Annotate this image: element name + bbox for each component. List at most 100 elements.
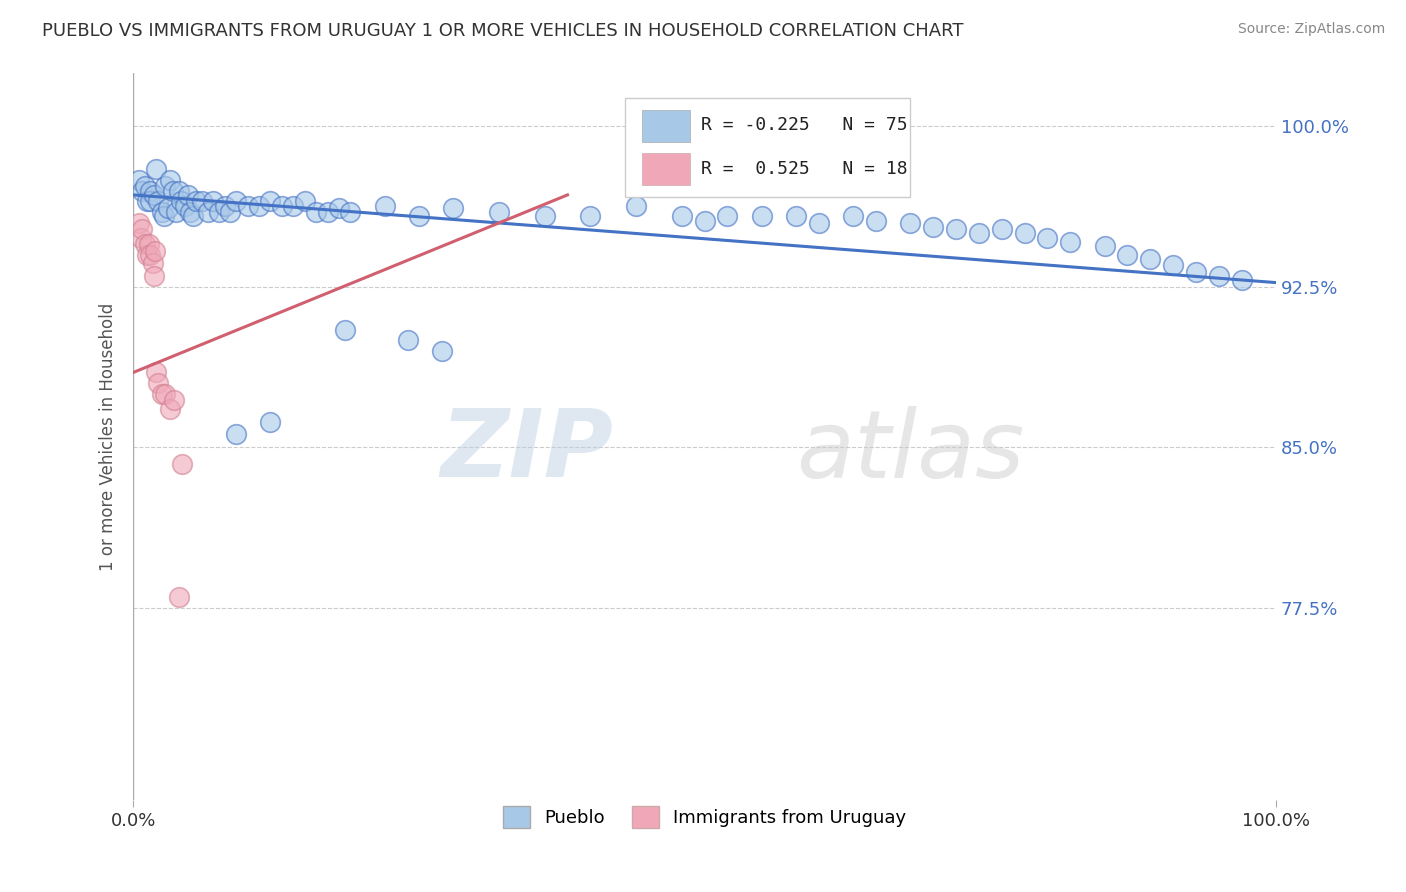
Text: R = -0.225   N = 75: R = -0.225 N = 75 xyxy=(702,116,908,135)
Point xyxy=(716,209,738,223)
Point xyxy=(624,198,647,212)
Point xyxy=(208,205,231,219)
Point xyxy=(172,458,194,472)
Point xyxy=(990,222,1012,236)
Point xyxy=(167,590,190,604)
Point xyxy=(128,173,150,187)
Point xyxy=(136,194,159,209)
Point xyxy=(197,205,219,219)
Point xyxy=(294,194,316,209)
Point xyxy=(1059,235,1081,249)
Legend: Pueblo, Immigrants from Uruguay: Pueblo, Immigrants from Uruguay xyxy=(495,798,914,835)
Point xyxy=(143,244,166,258)
Point xyxy=(1161,259,1184,273)
FancyBboxPatch shape xyxy=(641,110,690,142)
Point xyxy=(177,187,200,202)
Point xyxy=(1094,239,1116,253)
Point xyxy=(139,248,162,262)
Point xyxy=(150,387,173,401)
Point xyxy=(259,194,281,209)
Point xyxy=(136,248,159,262)
Point xyxy=(1116,248,1139,262)
Point xyxy=(225,194,247,209)
Point xyxy=(305,205,328,219)
Point xyxy=(131,184,153,198)
Point xyxy=(155,387,177,401)
Point xyxy=(145,162,167,177)
Point xyxy=(807,216,830,230)
Point xyxy=(1208,269,1230,284)
Point xyxy=(170,194,193,209)
Point xyxy=(693,213,716,227)
Point xyxy=(1036,230,1059,244)
Point xyxy=(167,184,190,198)
Point xyxy=(181,209,204,223)
Point xyxy=(163,393,186,408)
Point xyxy=(225,427,247,442)
Point xyxy=(865,213,887,227)
Point xyxy=(898,216,921,230)
Point xyxy=(142,269,165,284)
Point xyxy=(339,205,361,219)
Point xyxy=(579,209,602,223)
Point xyxy=(408,209,430,223)
Point xyxy=(283,198,305,212)
Point xyxy=(214,198,236,212)
Point xyxy=(191,194,214,209)
Point xyxy=(751,209,773,223)
Point xyxy=(148,194,170,209)
Point xyxy=(153,209,176,223)
Point xyxy=(186,194,208,209)
Point xyxy=(236,198,259,212)
Point xyxy=(165,205,187,219)
Point xyxy=(202,194,225,209)
Point xyxy=(533,209,555,223)
Point xyxy=(139,194,162,209)
Point xyxy=(922,219,945,234)
Point xyxy=(333,323,356,337)
Point xyxy=(945,222,967,236)
Text: Source: ZipAtlas.com: Source: ZipAtlas.com xyxy=(1237,22,1385,37)
Point xyxy=(139,184,162,198)
Text: R =  0.525   N = 18: R = 0.525 N = 18 xyxy=(702,160,908,178)
Point xyxy=(173,198,195,212)
FancyBboxPatch shape xyxy=(624,98,910,196)
Point xyxy=(1014,227,1036,241)
Point xyxy=(159,401,181,416)
Point xyxy=(1185,265,1208,279)
Point xyxy=(150,205,173,219)
Point xyxy=(1230,273,1253,287)
Point xyxy=(259,415,281,429)
Point xyxy=(179,205,201,219)
Point xyxy=(134,237,156,252)
Point xyxy=(430,344,453,359)
Text: ZIP: ZIP xyxy=(440,405,613,497)
Text: atlas: atlas xyxy=(796,406,1025,497)
Point xyxy=(159,173,181,187)
Point xyxy=(131,230,153,244)
Point xyxy=(148,376,170,391)
Point xyxy=(488,205,510,219)
Point xyxy=(247,198,270,212)
Point xyxy=(128,216,150,230)
Point xyxy=(842,209,865,223)
Point xyxy=(270,198,292,212)
Point xyxy=(131,222,153,236)
Point xyxy=(1139,252,1161,266)
Point xyxy=(374,198,396,212)
Point xyxy=(396,334,419,348)
Point xyxy=(142,256,165,270)
Point xyxy=(967,227,990,241)
Point xyxy=(316,205,339,219)
Point xyxy=(671,209,693,223)
Point xyxy=(441,201,464,215)
Point xyxy=(155,179,177,194)
Point xyxy=(328,201,350,215)
Point xyxy=(138,237,160,252)
Point xyxy=(156,201,179,215)
FancyBboxPatch shape xyxy=(641,153,690,185)
Point xyxy=(785,209,807,223)
Y-axis label: 1 or more Vehicles in Household: 1 or more Vehicles in Household xyxy=(100,302,117,571)
Point xyxy=(162,184,184,198)
Point xyxy=(134,179,156,194)
